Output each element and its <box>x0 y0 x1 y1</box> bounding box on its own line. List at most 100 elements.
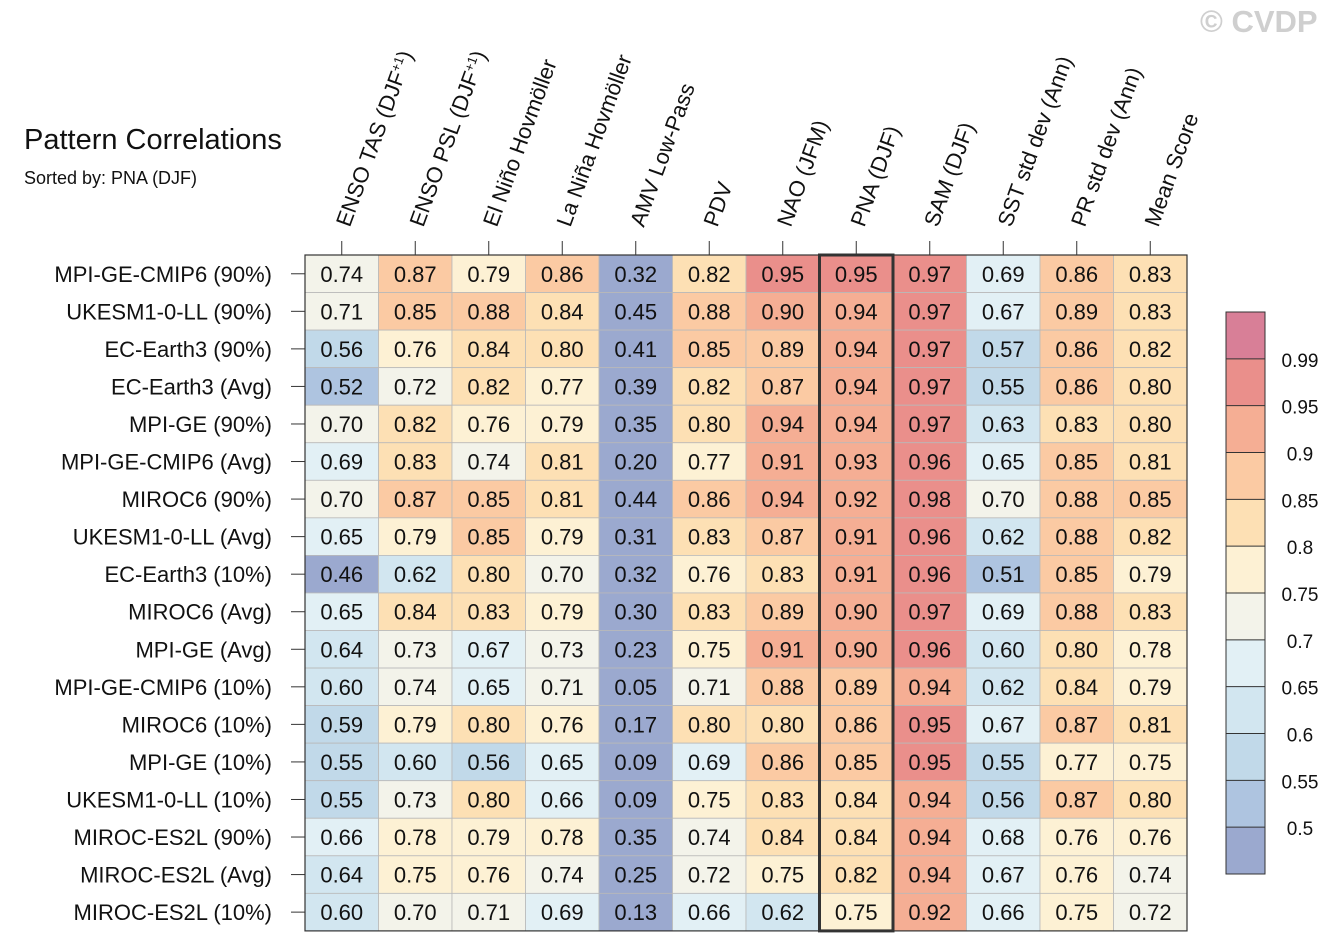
cell-value-label: 0.55 <box>320 787 363 812</box>
cell-value-label: 0.87 <box>1055 712 1098 737</box>
row-label: MIROC6 (90%) <box>122 487 272 512</box>
colorbar-segment <box>1226 827 1265 874</box>
heatmap-cell <box>451 555 526 594</box>
cell-value-label: 0.71 <box>320 299 363 324</box>
cell-value-label: 0.85 <box>688 337 731 362</box>
cell-value-label: 0.88 <box>688 299 731 324</box>
cell-value-label: 0.70 <box>541 562 584 587</box>
cell-value-label: 0.93 <box>835 450 878 475</box>
heatmap-cell <box>819 817 894 857</box>
cell-value-label: 0.96 <box>908 525 951 550</box>
row-label: UKESM1-0-LL (Avg) <box>73 525 272 550</box>
heatmap-cell <box>1039 254 1114 293</box>
colorbar-tick-label: 0.6 <box>1287 726 1313 747</box>
cell-value-label: 0.75 <box>1055 900 1098 925</box>
heatmap-cell <box>1113 329 1188 369</box>
row-label: MPI-GE (10%) <box>129 750 272 775</box>
row-label: EC-Earth3 (90%) <box>104 337 272 362</box>
heatmap-cell <box>1113 892 1188 932</box>
cell-value-label: 0.80 <box>688 412 731 437</box>
heatmap-cell <box>598 517 673 556</box>
heatmap-cell <box>598 667 673 706</box>
cell-value-label: 0.97 <box>908 374 951 399</box>
colorbar-tick-label: 0.5 <box>1287 819 1313 840</box>
cell-value-label: 0.94 <box>761 412 804 437</box>
colorbar-tick-label: 0.75 <box>1282 585 1319 606</box>
heatmap-cell <box>1039 817 1114 857</box>
heatmap-cell <box>525 517 600 556</box>
cell-value-label: 0.79 <box>394 712 437 737</box>
heatmap-cell <box>1113 404 1188 444</box>
column-label: AMV Low-Pass <box>625 80 700 230</box>
heatmap-cell <box>672 855 747 894</box>
heatmap-cell <box>1039 517 1114 556</box>
heatmap-cell <box>819 254 894 293</box>
cell-value-label: 0.91 <box>835 525 878 550</box>
cell-value-label: 0.65 <box>320 600 363 625</box>
cell-value-label: 0.84 <box>761 825 804 850</box>
cell-value-label: 0.84 <box>1055 675 1098 700</box>
heatmap-cell <box>745 742 820 782</box>
cell-value-label: 0.60 <box>982 637 1025 662</box>
heatmap-cell <box>672 329 747 369</box>
cell-value-label: 0.87 <box>761 525 804 550</box>
cell-value-label: 0.83 <box>761 787 804 812</box>
heatmap-cell <box>966 592 1041 631</box>
heatmap-cell <box>672 742 747 782</box>
cell-value-label: 0.75 <box>761 863 804 888</box>
cell-value-label: 0.70 <box>320 412 363 437</box>
cell-value-label: 0.94 <box>908 787 951 812</box>
cell-value-label: 0.84 <box>541 299 584 324</box>
cell-value-label: 0.74 <box>1129 863 1172 888</box>
cell-value-label: 0.74 <box>467 450 510 475</box>
cell-value-label: 0.60 <box>320 675 363 700</box>
cell-value-label: 0.17 <box>614 712 657 737</box>
cell-value-label: 0.85 <box>1129 487 1172 512</box>
heatmap-cell <box>1113 517 1188 556</box>
cell-value-label: 0.80 <box>761 712 804 737</box>
heatmap-cell <box>598 855 673 894</box>
cell-value-label: 0.69 <box>982 600 1025 625</box>
heatmap-cell <box>525 404 600 444</box>
heatmap-cell <box>672 667 747 706</box>
cell-value-label: 0.82 <box>1129 525 1172 550</box>
heatmap-cell <box>672 892 747 932</box>
row-label: EC-Earth3 (10%) <box>104 562 272 587</box>
heatmap-cell <box>745 630 820 669</box>
cell-value-label: 0.94 <box>908 675 951 700</box>
cell-value-label: 0.66 <box>982 900 1025 925</box>
row-label: MPI-GE (Avg) <box>135 637 272 662</box>
cell-value-label: 0.80 <box>467 787 510 812</box>
cell-value-label: 0.70 <box>982 487 1025 512</box>
cell-value-label: 0.65 <box>541 750 584 775</box>
heatmap-cell <box>672 630 747 669</box>
cell-value-label: 0.62 <box>394 562 437 587</box>
cell-value-label: 0.86 <box>835 712 878 737</box>
row-label: MPI-GE-CMIP6 (90%) <box>54 262 272 287</box>
heatmap-cell <box>672 442 747 481</box>
heatmap-cell <box>304 817 379 857</box>
heatmap-cell <box>451 742 526 782</box>
colorbar-tick-label: 0.65 <box>1282 679 1319 700</box>
heatmap-cell <box>304 442 379 481</box>
heatmap-cell <box>1039 442 1114 481</box>
row-label: MIROC6 (10%) <box>122 712 272 737</box>
colorbar-tick-label: 0.7 <box>1287 632 1313 653</box>
cell-value-label: 0.69 <box>982 262 1025 287</box>
heatmap-cell <box>598 479 673 519</box>
heatmap-cell <box>598 780 673 819</box>
heatmap-cell <box>892 292 967 331</box>
cell-value-label: 0.09 <box>614 787 657 812</box>
heatmap-cell <box>451 592 526 631</box>
heatmap-cell <box>304 742 379 782</box>
cell-value-label: 0.85 <box>1055 562 1098 587</box>
heatmap-cell <box>966 742 1041 782</box>
heatmap-cell <box>525 592 600 631</box>
cell-value-label: 0.88 <box>467 299 510 324</box>
heatmap-cell <box>966 780 1041 819</box>
cell-value-label: 0.97 <box>908 412 951 437</box>
cell-value-label: 0.46 <box>320 562 363 587</box>
cell-value-label: 0.69 <box>320 450 363 475</box>
cell-value-label: 0.95 <box>835 262 878 287</box>
cell-value-label: 0.76 <box>688 562 731 587</box>
